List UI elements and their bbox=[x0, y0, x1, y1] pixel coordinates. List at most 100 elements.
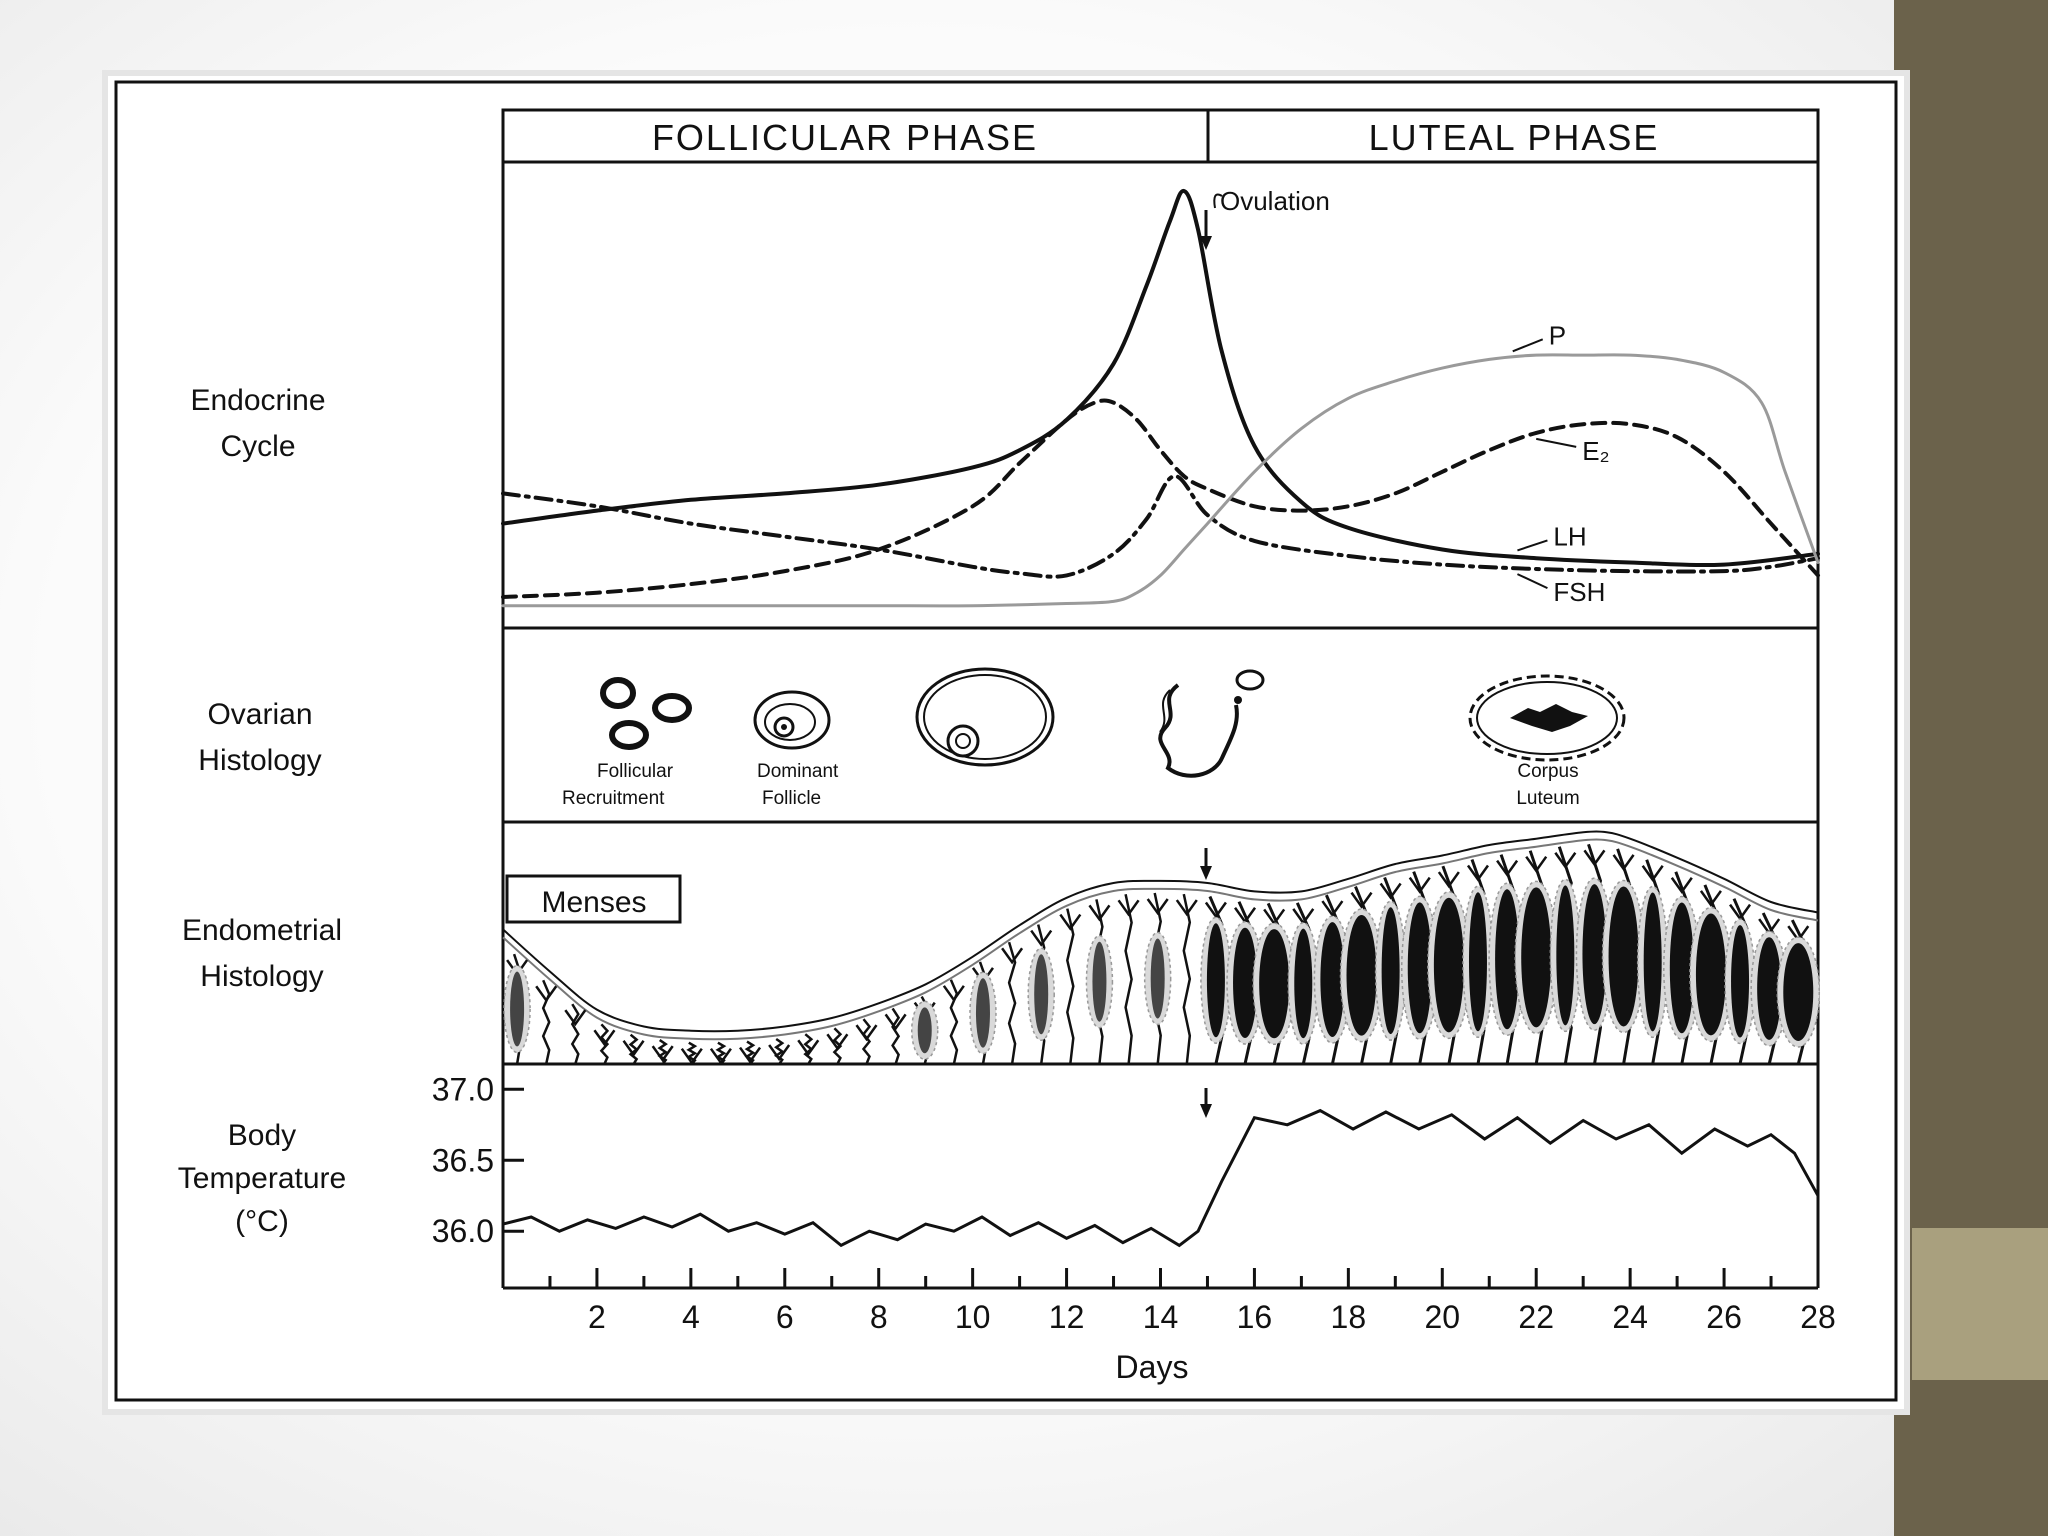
corpus-luteum-label-line1: Corpus bbox=[1517, 761, 1578, 782]
curve-e bbox=[501, 398, 1820, 599]
row-label-temperature: Body Temperature (°C) bbox=[178, 1119, 346, 1238]
phase-header bbox=[501, 108, 1820, 164]
endometrium-surface bbox=[502, 830, 1819, 1033]
endometrial-gland bbox=[1514, 850, 1558, 1065]
row-label-endometrial: Endometrial Histology bbox=[182, 914, 342, 993]
preovulatory-follicle-icon bbox=[915, 667, 1055, 767]
day-tick-label: 4 bbox=[682, 1299, 700, 1335]
endometrial-gland bbox=[1059, 908, 1082, 1065]
endometrial-gland bbox=[1339, 886, 1384, 1065]
menses-box-frame bbox=[505, 874, 682, 924]
day-tick-label: 6 bbox=[776, 1299, 794, 1335]
endometrial-gland bbox=[1462, 859, 1494, 1065]
row-label-endometrial-line1: Endometrial bbox=[182, 914, 342, 947]
day-tick-label: 24 bbox=[1612, 1299, 1648, 1335]
endometrium-ovulation-arrow bbox=[1200, 848, 1212, 880]
curve-label-lh: LH bbox=[1553, 521, 1586, 551]
dominant-follicle-label-line1: Dominant bbox=[757, 761, 839, 782]
recruitment-follicles-icon bbox=[600, 677, 692, 750]
endometrial-glands bbox=[503, 843, 1821, 1065]
row-label-endocrine-line1: Endocrine bbox=[190, 384, 325, 417]
endometrial-gland bbox=[910, 996, 939, 1065]
temperature-axis: 36.0 36.5 37.0 bbox=[432, 1071, 524, 1249]
follicular-recruitment-label-line2: Recruitment bbox=[562, 788, 665, 809]
ovulation-hook bbox=[1213, 193, 1223, 209]
endometrial-gland bbox=[709, 1041, 732, 1065]
menses-box: Menses bbox=[505, 874, 682, 924]
corpus-luteum-label-line2: Luteum bbox=[1516, 788, 1579, 809]
ovulation-marker: Ovulation bbox=[1200, 186, 1330, 250]
endometrial-gland bbox=[1427, 865, 1471, 1065]
row-label-endocrine-line2: Cycle bbox=[220, 430, 295, 463]
day-tick-label: 12 bbox=[1049, 1299, 1085, 1335]
corpus-luteum-label: Corpus Luteum bbox=[1516, 761, 1579, 809]
endocrine-curves bbox=[501, 189, 1820, 608]
days-axis-label: Days bbox=[1116, 1349, 1189, 1385]
endometrial-gland bbox=[768, 1037, 791, 1065]
day-tick-label: 28 bbox=[1800, 1299, 1836, 1335]
endometrial-gland bbox=[884, 1007, 907, 1065]
endometrial-gland bbox=[1027, 924, 1055, 1065]
day-tick-label: 26 bbox=[1706, 1299, 1742, 1335]
endometrial-gland bbox=[680, 1041, 703, 1065]
endometrial-gland bbox=[1636, 859, 1669, 1065]
endometrial-gland bbox=[564, 1003, 587, 1065]
temperature-tick-label: 36.0 bbox=[432, 1213, 494, 1249]
endometrium-surface-inner bbox=[502, 838, 1819, 1041]
temperature-line bbox=[502, 1108, 1820, 1248]
endometrial-gland bbox=[826, 1027, 849, 1065]
endometrial-gland bbox=[969, 961, 997, 1065]
row-label-temperature-line1: Body bbox=[228, 1119, 296, 1152]
row-label-temperature-line3: (°C) bbox=[235, 1205, 289, 1238]
ruptured-follicle-icon bbox=[1158, 669, 1265, 778]
endometrial-gland bbox=[1252, 902, 1296, 1065]
ovulation-arrow-head bbox=[1200, 236, 1212, 250]
endometrial-gland bbox=[1601, 848, 1646, 1065]
corpus-luteum-icon bbox=[1468, 674, 1626, 762]
dominant-follicle-label-line2: Follicle bbox=[762, 788, 821, 809]
menses-label: Menses bbox=[541, 886, 646, 919]
endometrial-gland bbox=[1549, 846, 1582, 1065]
temperature-tick-label: 37.0 bbox=[432, 1071, 494, 1107]
endometrial-gland bbox=[1776, 919, 1821, 1065]
curve-lh bbox=[501, 189, 1820, 568]
endometrial-gland bbox=[1143, 892, 1172, 1065]
follicular-phase-label: FOLLICULAR PHASE bbox=[652, 117, 1038, 158]
day-tick-label: 20 bbox=[1424, 1299, 1460, 1335]
endometrial-gland bbox=[1663, 871, 1701, 1065]
curve-fsh bbox=[501, 474, 1820, 579]
curve-label-leader bbox=[1512, 338, 1544, 353]
endometrial-gland bbox=[593, 1023, 616, 1065]
curve-label-fsh: FSH bbox=[1553, 577, 1605, 607]
curve-label-p: P bbox=[1549, 320, 1566, 350]
day-tick-label: 8 bbox=[870, 1299, 888, 1335]
endometrial-gland bbox=[535, 979, 558, 1065]
day-tick-label: 18 bbox=[1331, 1299, 1367, 1335]
endometrial-gland bbox=[1374, 876, 1407, 1065]
endometrial-gland bbox=[503, 953, 531, 1065]
endometrial-gland bbox=[1689, 884, 1733, 1065]
endometrial-gland bbox=[1313, 894, 1352, 1065]
endometrial-gland bbox=[1200, 895, 1232, 1065]
endometrial-gland bbox=[855, 1018, 878, 1065]
luteal-phase-label: LUTEAL PHASE bbox=[1369, 117, 1660, 158]
curve-labels: LH FSH E₂ P bbox=[1512, 320, 1610, 607]
endometrial-gland bbox=[651, 1039, 674, 1065]
endometrial-gland bbox=[1750, 912, 1788, 1065]
follicular-recruitment-label: Follicular Recruitment bbox=[562, 761, 674, 809]
row-label-ovarian-line2: Histology bbox=[198, 744, 321, 777]
curve-label-e: E₂ bbox=[1582, 436, 1609, 466]
temperature-ovulation-arrow bbox=[1200, 1088, 1212, 1118]
row-label-endometrial-line2: Histology bbox=[200, 960, 323, 993]
dominant-follicle-icon bbox=[753, 690, 831, 750]
endometrial-gland bbox=[1085, 899, 1114, 1065]
day-tick-label: 22 bbox=[1518, 1299, 1554, 1335]
slide-side-accent bbox=[1912, 1228, 2048, 1380]
curve-label-leader bbox=[1517, 539, 1548, 552]
endometrial-gland bbox=[942, 979, 965, 1065]
temperature-tick-label: 36.5 bbox=[432, 1142, 494, 1178]
row-label-temperature-line2: Temperature bbox=[178, 1162, 346, 1195]
row-label-endocrine: Endocrine Cycle bbox=[190, 384, 325, 463]
endometrial-gland bbox=[1575, 843, 1614, 1065]
